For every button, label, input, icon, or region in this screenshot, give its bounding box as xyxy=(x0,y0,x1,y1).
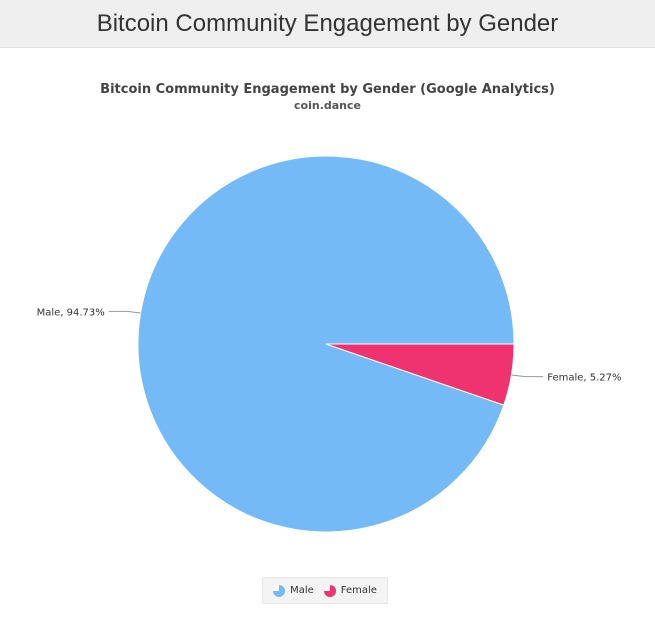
legend-label-female: Female xyxy=(340,585,377,596)
slice-label-male: Male, 94.73% xyxy=(37,307,105,318)
slice-connector-female xyxy=(511,374,544,378)
pie-slice-icon xyxy=(273,584,286,597)
slice-label-female: Female, 5.27% xyxy=(547,373,621,384)
page-title: Bitcoin Community Engagement by Gender xyxy=(96,9,559,37)
legend-item-female[interactable]: Female xyxy=(323,584,377,597)
legend-label-male: Male xyxy=(290,585,314,596)
chart-subtitle: coin.dance xyxy=(294,99,361,112)
chart-title: Bitcoin Community Engagement by Gender (… xyxy=(100,82,555,97)
pie-slice-icon xyxy=(323,584,336,597)
slice-connector-male xyxy=(108,310,141,314)
chart-legend: Male Female xyxy=(262,577,388,604)
pie-slice-female[interactable] xyxy=(325,343,515,406)
legend-item-male[interactable]: Male xyxy=(273,584,314,597)
page-header: Bitcoin Community Engagement by Gender xyxy=(0,0,655,48)
